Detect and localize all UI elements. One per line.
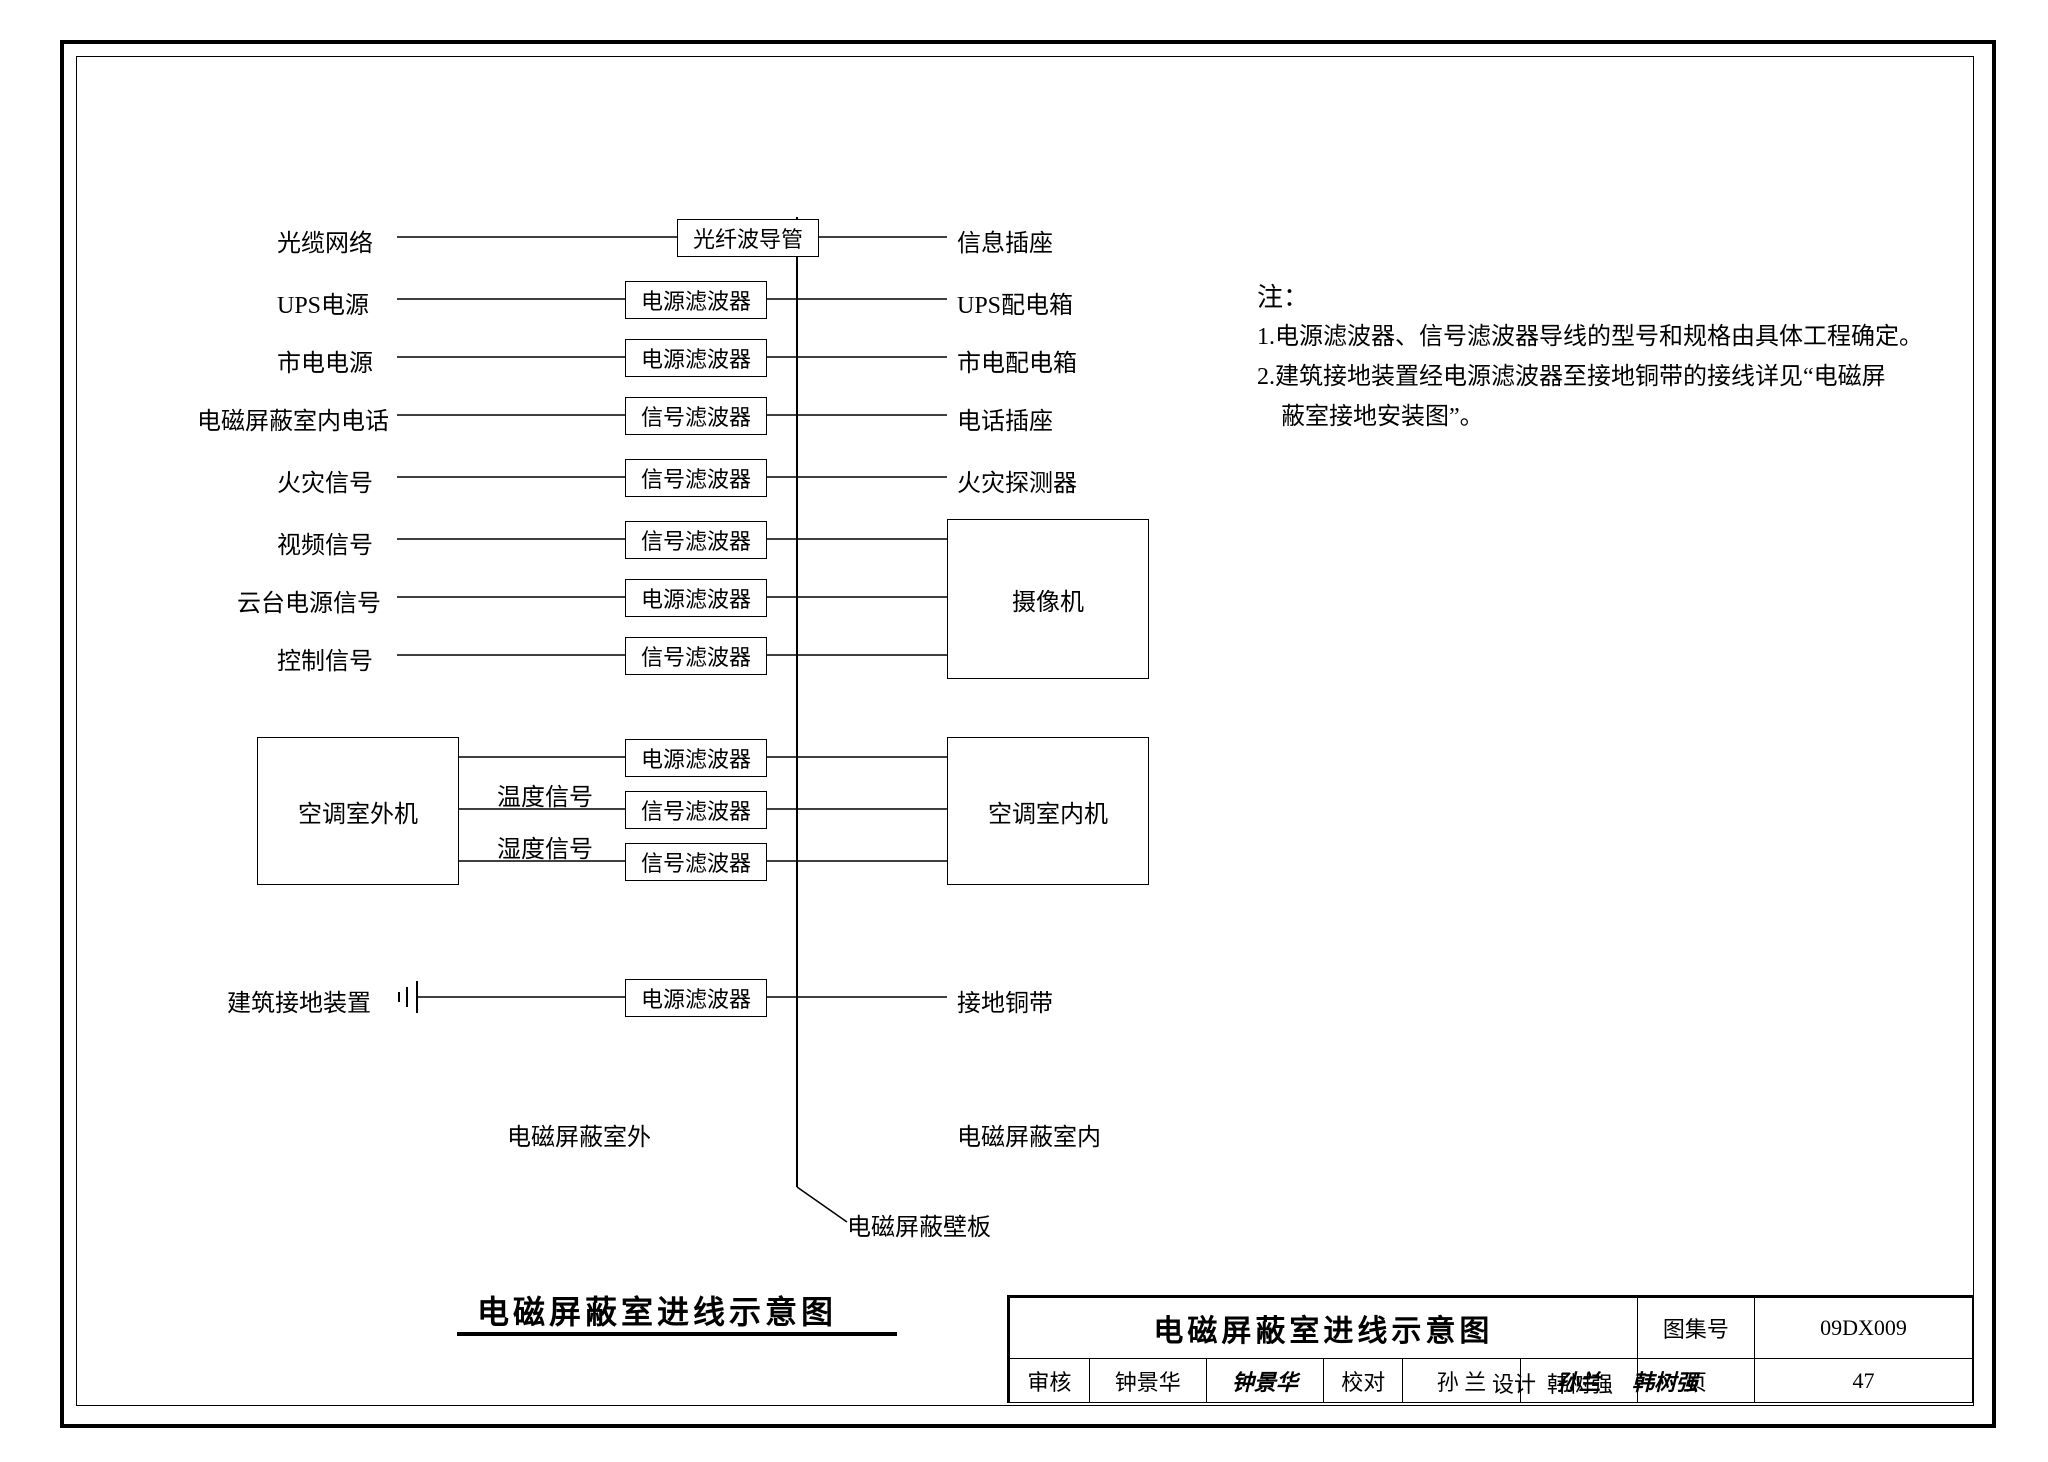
tb-design-label: 设计 (1492, 1367, 1536, 1399)
left-label: 市电电源 (277, 343, 373, 378)
filter-box: 信号滤波器 (625, 521, 767, 559)
filter-box: 电源滤波器 (625, 339, 767, 377)
right-label: 火灾探测器 (957, 463, 1077, 498)
camera-box: 摄像机 (947, 519, 1149, 679)
tb-setno: 09DX009 (1754, 1297, 1972, 1359)
tb-check-label: 校对 (1324, 1359, 1403, 1403)
left-label: UPS电源 (277, 285, 369, 320)
note-line: 蔽室接地安装图”。 (1257, 397, 1484, 437)
tb-designer: 韩树强 (1547, 1367, 1613, 1399)
filter-box: 光纤波导管 (677, 219, 819, 257)
filter-box: 信号滤波器 (625, 459, 767, 497)
tb-setno-label: 图集号 (1637, 1297, 1754, 1359)
right-label: 接地铜带 (957, 983, 1053, 1018)
right-label: 电话插座 (957, 401, 1053, 436)
figure-title: 电磁屏蔽室进线示意图 (477, 1287, 837, 1333)
left-label: 光缆网络 (277, 223, 373, 258)
title-underline (457, 1332, 897, 1336)
tb-designer-sig: 韩树强 (1632, 1365, 1698, 1397)
right-label: UPS配电箱 (957, 285, 1073, 320)
title-block: 电磁屏蔽室进线示意图 图集号 09DX009 审核 钟景华 钟景华 校对 孙 兰… (1007, 1295, 1973, 1403)
right-label: 信息插座 (957, 223, 1053, 258)
left-label: 建筑接地装置 (227, 983, 371, 1018)
filter-box: 电源滤波器 (625, 739, 767, 777)
tb-main-title: 电磁屏蔽室进线示意图 (1009, 1297, 1638, 1359)
filter-box: 信号滤波器 (625, 397, 767, 435)
left-label: 火灾信号 (277, 463, 373, 498)
tb-page: 47 (1754, 1359, 1972, 1403)
left-label: 视频信号 (277, 525, 373, 560)
note-line: 2.建筑接地装置经电源滤波器至接地铜带的接线详见“电磁屏 (1257, 357, 1886, 397)
filter-box: 信号滤波器 (625, 791, 767, 829)
filter-box: 电源滤波器 (625, 579, 767, 617)
diagram-canvas (77, 57, 1973, 1405)
left-label: 控制信号 (277, 641, 373, 676)
left-label: 电磁屏蔽室内电话 (197, 401, 389, 436)
filter-box: 信号滤波器 (625, 637, 767, 675)
right-label: 市电配电箱 (957, 343, 1077, 378)
zone-left: 电磁屏蔽室外 (507, 1117, 651, 1152)
mid-label: 温度信号 (497, 777, 593, 812)
tb-review-label: 审核 (1009, 1359, 1090, 1403)
filter-box: 电源滤波器 (625, 979, 767, 1017)
tb-reviewer: 钟景华 (1089, 1359, 1206, 1403)
indoor-ac-box: 空调室内机 (947, 737, 1149, 885)
tb-reviewer-sig: 钟景华 (1206, 1359, 1323, 1403)
note-line: 1.电源滤波器、信号滤波器导线的型号和规格由具体工程确定。 (1257, 317, 1923, 357)
zone-right: 电磁屏蔽室内 (957, 1117, 1101, 1152)
notes-head: 注： (1257, 277, 1309, 314)
mid-label: 湿度信号 (497, 829, 593, 864)
filter-box: 信号滤波器 (625, 843, 767, 881)
wall-board-label: 电磁屏蔽壁板 (847, 1207, 991, 1242)
outdoor-ac-box: 空调室外机 (257, 737, 459, 885)
filter-box: 电源滤波器 (625, 281, 767, 319)
left-label: 云台电源信号 (237, 583, 381, 618)
